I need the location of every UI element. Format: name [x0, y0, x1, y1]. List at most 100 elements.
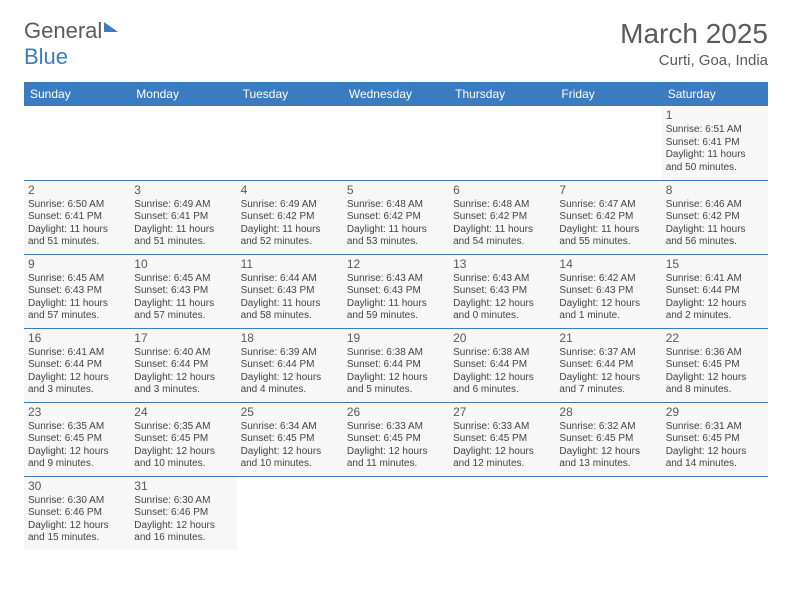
calendar-empty-cell [555, 106, 661, 180]
day-number: 19 [347, 331, 445, 346]
sunset-line: Sunset: 6:42 PM [241, 211, 339, 224]
day-number: 18 [241, 331, 339, 346]
calendar-empty-cell [237, 106, 343, 180]
sunset-line: Sunset: 6:43 PM [559, 285, 657, 298]
sunrise-line: Sunrise: 6:50 AM [28, 199, 126, 212]
weekday-header: Friday [555, 82, 661, 106]
daylight-line: Daylight: 11 hours and 58 minutes. [241, 298, 339, 323]
daylight-line: Daylight: 11 hours and 54 minutes. [453, 224, 551, 249]
sunset-line: Sunset: 6:43 PM [28, 285, 126, 298]
daylight-line: Daylight: 12 hours and 10 minutes. [134, 446, 232, 471]
sunrise-line: Sunrise: 6:35 AM [134, 421, 232, 434]
calendar-empty-cell [555, 476, 661, 550]
weekday-header: Tuesday [237, 82, 343, 106]
sunrise-line: Sunrise: 6:45 AM [28, 273, 126, 286]
sunset-line: Sunset: 6:41 PM [28, 211, 126, 224]
sunset-line: Sunset: 6:45 PM [666, 433, 764, 446]
sunset-line: Sunset: 6:44 PM [666, 285, 764, 298]
sunset-line: Sunset: 6:43 PM [134, 285, 232, 298]
sunrise-line: Sunrise: 6:30 AM [134, 495, 232, 508]
calendar-day-cell: 8Sunrise: 6:46 AMSunset: 6:42 PMDaylight… [662, 180, 768, 254]
calendar-day-cell: 25Sunrise: 6:34 AMSunset: 6:45 PMDayligh… [237, 402, 343, 476]
day-number: 17 [134, 331, 232, 346]
sunset-line: Sunset: 6:42 PM [347, 211, 445, 224]
day-number: 12 [347, 257, 445, 272]
sunrise-line: Sunrise: 6:37 AM [559, 347, 657, 360]
daylight-line: Daylight: 11 hours and 50 minutes. [666, 149, 764, 174]
daylight-line: Daylight: 12 hours and 3 minutes. [28, 372, 126, 397]
sunrise-line: Sunrise: 6:40 AM [134, 347, 232, 360]
calendar-day-cell: 29Sunrise: 6:31 AMSunset: 6:45 PMDayligh… [662, 402, 768, 476]
daylight-line: Daylight: 12 hours and 7 minutes. [559, 372, 657, 397]
calendar-empty-cell [343, 476, 449, 550]
sunrise-line: Sunrise: 6:44 AM [241, 273, 339, 286]
calendar-day-cell: 20Sunrise: 6:38 AMSunset: 6:44 PMDayligh… [449, 328, 555, 402]
sunrise-line: Sunrise: 6:46 AM [666, 199, 764, 212]
day-number: 11 [241, 257, 339, 272]
month-title: March 2025 [620, 18, 768, 50]
day-number: 15 [666, 257, 764, 272]
daylight-line: Daylight: 11 hours and 55 minutes. [559, 224, 657, 249]
sunset-line: Sunset: 6:42 PM [453, 211, 551, 224]
daylight-line: Daylight: 12 hours and 3 minutes. [134, 372, 232, 397]
calendar-day-cell: 3Sunrise: 6:49 AMSunset: 6:41 PMDaylight… [130, 180, 236, 254]
sunset-line: Sunset: 6:43 PM [241, 285, 339, 298]
calendar-day-cell: 14Sunrise: 6:42 AMSunset: 6:43 PMDayligh… [555, 254, 661, 328]
calendar-day-cell: 31Sunrise: 6:30 AMSunset: 6:46 PMDayligh… [130, 476, 236, 550]
sunset-line: Sunset: 6:45 PM [666, 359, 764, 372]
calendar-day-cell: 7Sunrise: 6:47 AMSunset: 6:42 PMDaylight… [555, 180, 661, 254]
sunrise-line: Sunrise: 6:35 AM [28, 421, 126, 434]
day-number: 28 [559, 405, 657, 420]
day-number: 20 [453, 331, 551, 346]
sunset-line: Sunset: 6:45 PM [347, 433, 445, 446]
calendar-day-cell: 11Sunrise: 6:44 AMSunset: 6:43 PMDayligh… [237, 254, 343, 328]
calendar-empty-cell [449, 106, 555, 180]
day-number: 30 [28, 479, 126, 494]
calendar-empty-cell [449, 476, 555, 550]
calendar-day-cell: 27Sunrise: 6:33 AMSunset: 6:45 PMDayligh… [449, 402, 555, 476]
sunrise-line: Sunrise: 6:30 AM [28, 495, 126, 508]
calendar-day-cell: 30Sunrise: 6:30 AMSunset: 6:46 PMDayligh… [24, 476, 130, 550]
calendar-day-cell: 6Sunrise: 6:48 AMSunset: 6:42 PMDaylight… [449, 180, 555, 254]
calendar-day-cell: 24Sunrise: 6:35 AMSunset: 6:45 PMDayligh… [130, 402, 236, 476]
sunset-line: Sunset: 6:43 PM [453, 285, 551, 298]
calendar-week-row: 23Sunrise: 6:35 AMSunset: 6:45 PMDayligh… [24, 402, 768, 476]
sunset-line: Sunset: 6:43 PM [347, 285, 445, 298]
calendar-day-cell: 16Sunrise: 6:41 AMSunset: 6:44 PMDayligh… [24, 328, 130, 402]
daylight-line: Daylight: 12 hours and 1 minute. [559, 298, 657, 323]
calendar-empty-cell [343, 106, 449, 180]
sunrise-line: Sunrise: 6:41 AM [666, 273, 764, 286]
sunset-line: Sunset: 6:44 PM [453, 359, 551, 372]
sunrise-line: Sunrise: 6:49 AM [241, 199, 339, 212]
calendar-body: 1Sunrise: 6:51 AMSunset: 6:41 PMDaylight… [24, 106, 768, 550]
logo-text-blue: Blue [24, 44, 68, 69]
daylight-line: Daylight: 11 hours and 57 minutes. [134, 298, 232, 323]
day-number: 16 [28, 331, 126, 346]
sunrise-line: Sunrise: 6:48 AM [453, 199, 551, 212]
daylight-line: Daylight: 11 hours and 51 minutes. [28, 224, 126, 249]
day-number: 6 [453, 183, 551, 198]
weekday-header: Saturday [662, 82, 768, 106]
sunrise-line: Sunrise: 6:42 AM [559, 273, 657, 286]
calendar-day-cell: 2Sunrise: 6:50 AMSunset: 6:41 PMDaylight… [24, 180, 130, 254]
sunset-line: Sunset: 6:41 PM [134, 211, 232, 224]
daylight-line: Daylight: 12 hours and 16 minutes. [134, 520, 232, 545]
weekday-header: Sunday [24, 82, 130, 106]
header: GeneralBlue March 2025 Curti, Goa, India [24, 18, 768, 70]
sunrise-line: Sunrise: 6:36 AM [666, 347, 764, 360]
sunrise-line: Sunrise: 6:49 AM [134, 199, 232, 212]
day-number: 7 [559, 183, 657, 198]
sunrise-line: Sunrise: 6:47 AM [559, 199, 657, 212]
weekday-header: Monday [130, 82, 236, 106]
calendar-day-cell: 9Sunrise: 6:45 AMSunset: 6:43 PMDaylight… [24, 254, 130, 328]
calendar-day-cell: 21Sunrise: 6:37 AMSunset: 6:44 PMDayligh… [555, 328, 661, 402]
weekday-header: Thursday [449, 82, 555, 106]
sunset-line: Sunset: 6:44 PM [28, 359, 126, 372]
sunset-line: Sunset: 6:45 PM [134, 433, 232, 446]
sunrise-line: Sunrise: 6:51 AM [666, 124, 764, 137]
sunrise-line: Sunrise: 6:33 AM [453, 421, 551, 434]
day-number: 27 [453, 405, 551, 420]
daylight-line: Daylight: 11 hours and 59 minutes. [347, 298, 445, 323]
sunset-line: Sunset: 6:42 PM [666, 211, 764, 224]
calendar-table: SundayMondayTuesdayWednesdayThursdayFrid… [24, 82, 768, 550]
